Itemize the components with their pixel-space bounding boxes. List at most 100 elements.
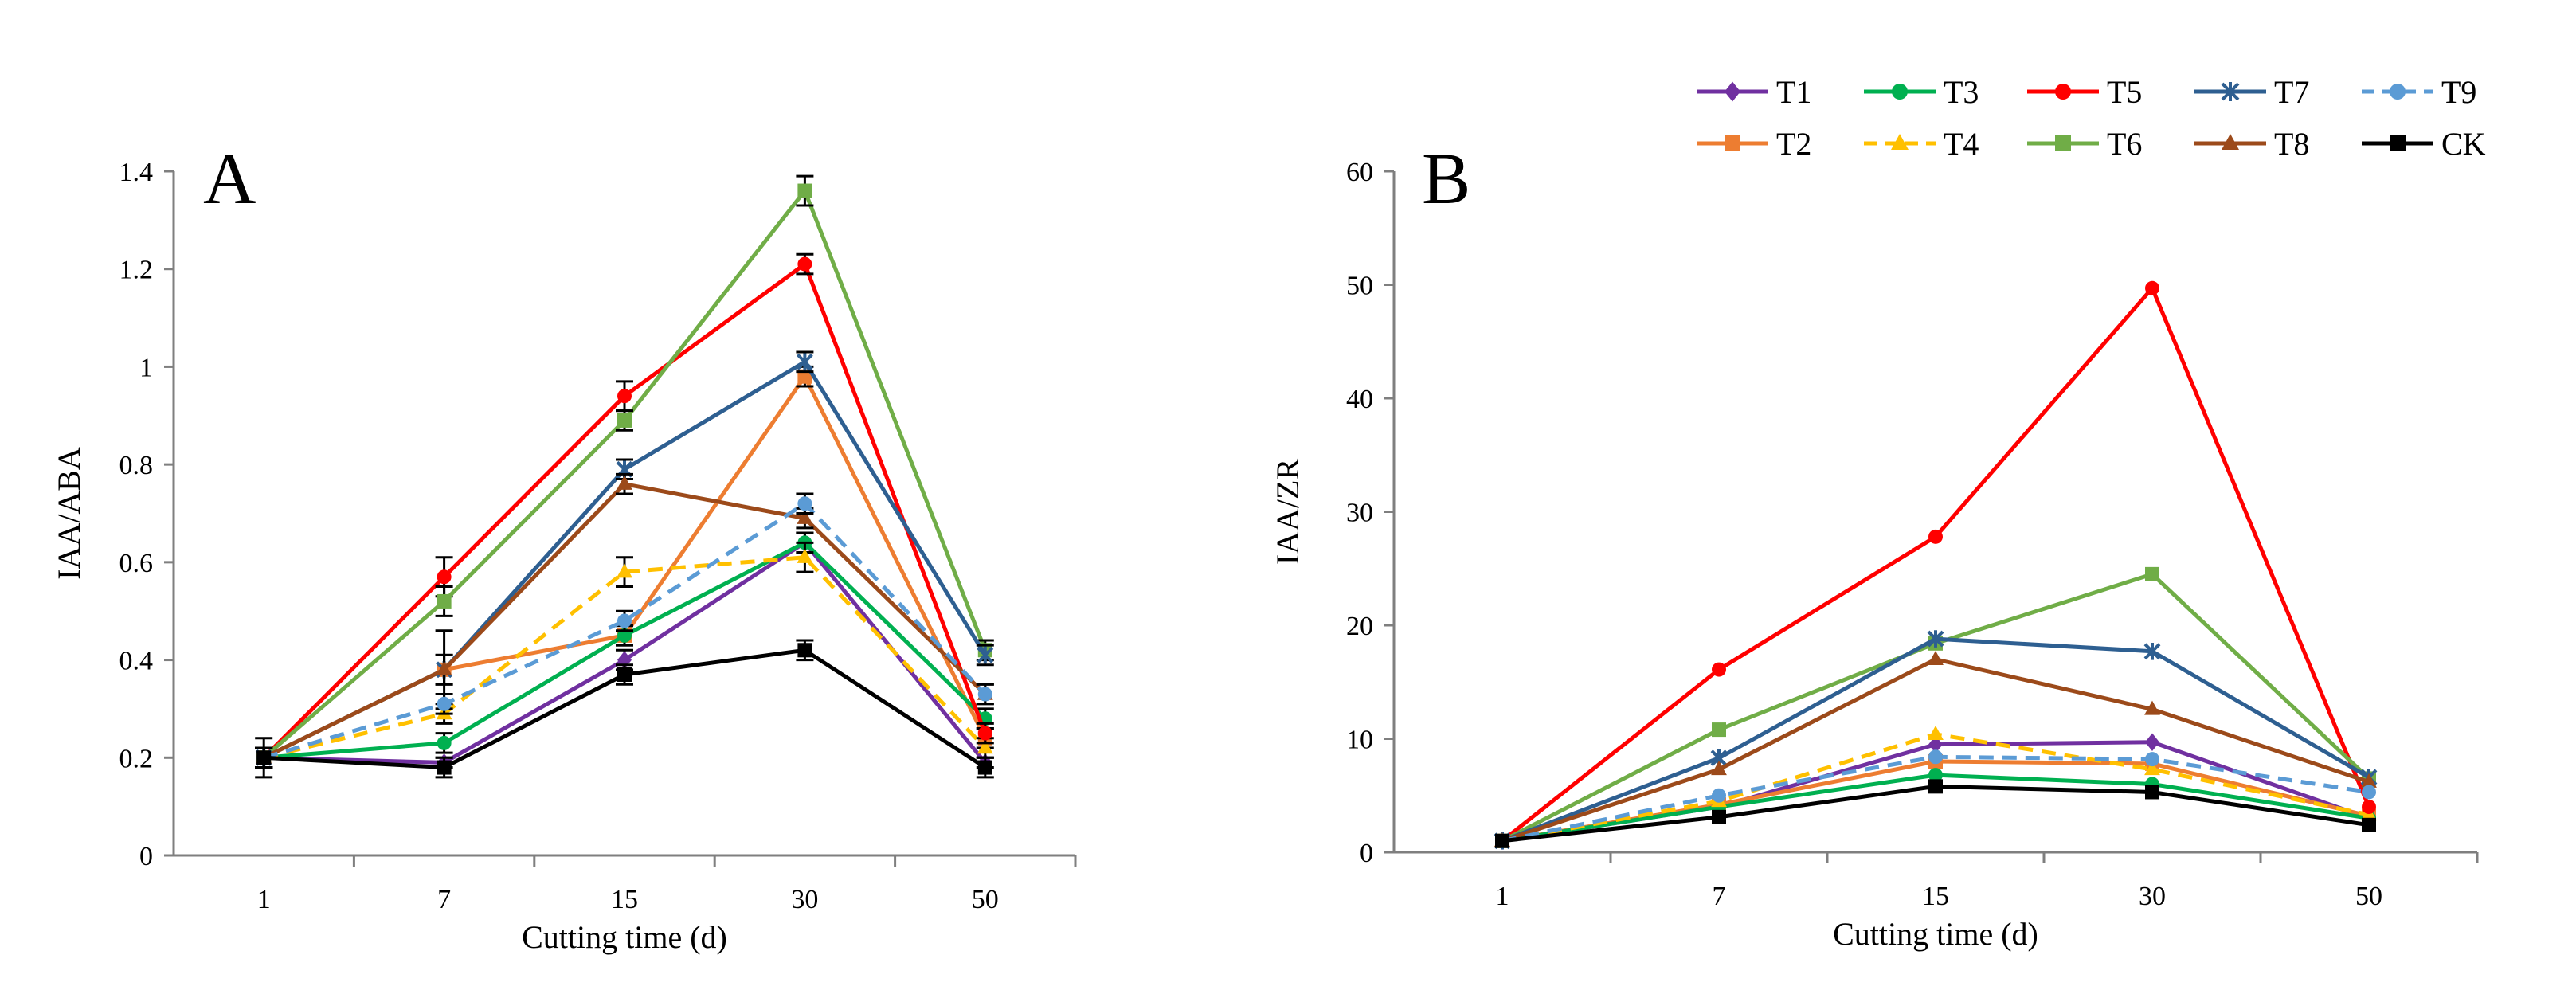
- panel-a: A 0 0.2 0.4 0.6 0.8 1 1.2 1.4 1 7 15 30 50 Cutting ti…: [51, 138, 1077, 955]
- legend: T1 T2 T3 T4 T5 T6 T7 T8 T9 CK: [1697, 74, 2486, 162]
- legend-item-t7: T7: [2194, 74, 2309, 110]
- panel-b-point-t6: [2145, 566, 2159, 581]
- panel-a-point-t7: [977, 646, 994, 664]
- panel-b-point-t9: [1712, 788, 1726, 803]
- panel-b-point-ck: [1712, 809, 1726, 824]
- panel-b-point-t7: [1927, 630, 1944, 648]
- panel-b: B 0 10 20 30 40 50 60 1 7 15 30 50 Cutting time (d) I…: [1270, 138, 2479, 952]
- panel-a-y-tick-label: 0.4: [119, 647, 154, 676]
- panel-a-point-t9: [977, 687, 992, 702]
- panel-b-line-t6: [1501, 572, 2370, 843]
- legend-label: T8: [2274, 126, 2309, 162]
- legend-item-ck: CK: [2362, 126, 2486, 162]
- legend-label: T1: [1776, 74, 1811, 110]
- panel-a-x-tick-label: 7: [437, 885, 451, 914]
- panel-a-point-t5: [437, 569, 452, 585]
- panel-b-point-t3: [1928, 768, 1943, 783]
- panel-a-x-axis-title: Cutting time (d): [522, 919, 727, 955]
- panel-b-y-tick-label: 20: [1346, 612, 1373, 641]
- panel-a-y-axis-title: IAA/ABA: [51, 447, 87, 580]
- panel-a-point-t8: [797, 509, 813, 524]
- panel-b-y-tick-label: 0: [1360, 839, 1373, 868]
- panel-a-point-t5: [797, 256, 812, 272]
- panel-b-point-t4: [1928, 726, 1944, 740]
- panel-b-series-t5: [1495, 280, 2376, 848]
- panel-a-point-t6: [797, 183, 812, 198]
- panel-b-letter: B: [1422, 138, 1470, 219]
- legend-swatch-marker: [1725, 81, 1740, 102]
- panel-b-point-t8: [2144, 700, 2160, 715]
- panel-a-y-tick-label: 1.2: [119, 256, 154, 285]
- panel-b-x-tick-label: 30: [2139, 882, 2166, 911]
- panel-b-point-t6: [1712, 722, 1726, 738]
- panel-a-point-t4: [977, 739, 993, 754]
- panel-b-point-t1: [2145, 733, 2159, 752]
- panel-a-x-tick-label: 30: [791, 885, 818, 914]
- panel-b-x-axis-title: Cutting time (d): [1833, 916, 2038, 952]
- legend-label: CK: [2441, 126, 2486, 162]
- panel-a-series-t5: [255, 252, 994, 769]
- panel-b-point-t8: [2361, 773, 2377, 788]
- legend-label: T9: [2441, 74, 2476, 110]
- legend-swatch-marker: [2390, 135, 2406, 151]
- panel-b-point-ck: [2145, 785, 2159, 800]
- legend-swatch-marker: [1892, 84, 1908, 100]
- panel-a-series-ck: [255, 639, 994, 779]
- panel-b-x-tick-label: 50: [2355, 882, 2382, 911]
- legend-item-t8: T8: [2194, 126, 2309, 162]
- panel-a-series-t9: [255, 492, 994, 769]
- panel-a-point-ck: [797, 643, 812, 658]
- panel-a-point-t9: [617, 613, 632, 628]
- panel-b-point-t9: [2145, 752, 2159, 767]
- panel-b-series-ck: [1495, 779, 2376, 848]
- panel-b-point-t5: [2145, 280, 2159, 295]
- legend-label: T5: [2107, 74, 2142, 110]
- panel-b-y-tick-label: 50: [1346, 272, 1373, 301]
- panel-b-point-t5: [1928, 529, 1943, 544]
- panel-b-point-t8: [1928, 650, 1944, 665]
- panel-a-point-t3: [617, 628, 632, 643]
- panel-a-y-tick-label: 0: [139, 842, 153, 871]
- panel-a-point-t9: [797, 496, 812, 511]
- panel-b-point-ck: [1928, 779, 1943, 794]
- panel-a-y-tick-label: 0.6: [119, 549, 154, 578]
- panel-b-point-t9: [1928, 749, 1943, 765]
- panel-b-point-t5: [2362, 800, 2376, 814]
- panel-a-point-t5: [977, 726, 992, 741]
- panel-b-point-ck: [1495, 833, 1509, 848]
- panel-a-y-tick-label: 1: [139, 353, 153, 382]
- panel-b-y-tick-label: 60: [1346, 158, 1373, 187]
- panel-b-point-t8: [1711, 761, 1727, 776]
- panel-a-x-tick-label: 15: [611, 885, 638, 914]
- panel-b-point-t4: [2144, 761, 2160, 776]
- legend-label: T4: [1944, 126, 1979, 162]
- panel-a-point-t6: [437, 593, 452, 609]
- legend-item-t3: T3: [1864, 74, 1979, 110]
- legend-swatch-marker: [2222, 134, 2239, 150]
- legend-label: T2: [1776, 126, 1811, 162]
- legend-swatch-marker: [2055, 135, 2071, 151]
- panel-a-letter: A: [203, 138, 256, 219]
- panel-a-point-t3: [437, 735, 452, 750]
- legend-label: T3: [1944, 74, 1979, 110]
- panel-b-point-ck: [2362, 817, 2376, 832]
- legend-label: T6: [2107, 126, 2142, 162]
- legend-swatch-marker: [2055, 84, 2071, 100]
- panel-a-x-tick-label: 50: [972, 885, 999, 914]
- legend-item-t2: T2: [1697, 126, 1811, 162]
- panel-a-point-ck: [617, 667, 632, 682]
- panel-b-y-tick-label: 30: [1346, 499, 1373, 528]
- panel-b-line-ck: [1501, 784, 2370, 843]
- panel-b-y-tick-label: 10: [1346, 726, 1373, 755]
- panel-a-line-t4: [263, 555, 987, 760]
- panel-b-point-t7: [2143, 642, 2161, 660]
- panel-b-y-tick-label: 40: [1346, 385, 1373, 414]
- panel-a-y-tick-label: 1.4: [119, 158, 154, 187]
- panel-b-point-t9: [2362, 785, 2376, 800]
- legend-item-t9: T9: [2362, 74, 2476, 110]
- panel-a-point-t5: [617, 389, 632, 404]
- panel-a-y-tick-label: 0.2: [119, 744, 154, 773]
- panel-a-point-t2: [797, 369, 812, 384]
- panel-b-y-axis-title: IAA/ZR: [1270, 459, 1306, 566]
